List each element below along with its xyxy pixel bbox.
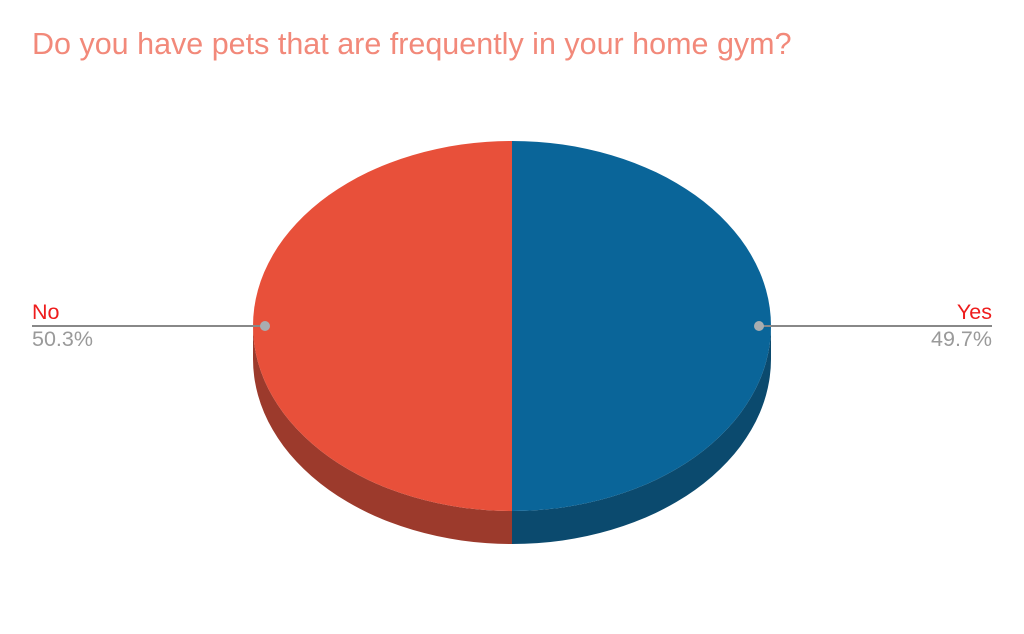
svg-text:50.3%: 50.3% — [32, 327, 93, 351]
svg-text:49.7%: 49.7% — [931, 327, 992, 351]
svg-text:No: No — [32, 300, 60, 324]
svg-text:Yes: Yes — [957, 300, 992, 324]
